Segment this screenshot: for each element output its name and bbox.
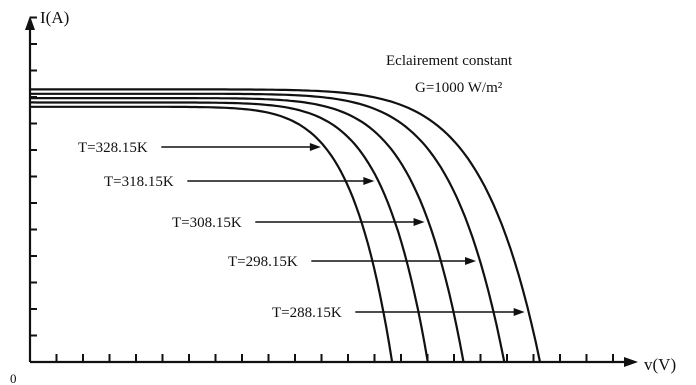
- series-label: T=288.15K: [272, 305, 342, 321]
- x-axis-arrow: [624, 357, 638, 367]
- annotation-line1: Eclairement constant: [386, 53, 513, 69]
- iv-curve: [30, 105, 394, 363]
- series-arrow-head: [413, 218, 425, 226]
- series-arrow-head: [465, 257, 477, 265]
- series-arrow-head: [513, 308, 525, 316]
- series-label: T=308.15K: [172, 215, 242, 231]
- series-label: T=318.15K: [104, 174, 174, 190]
- iv-curve: [30, 92, 506, 363]
- y-axis-arrow: [25, 16, 35, 30]
- axes: [25, 16, 638, 367]
- curves: [30, 88, 542, 363]
- y-axis-label: I(A): [40, 8, 69, 27]
- iv-curve: [30, 97, 465, 363]
- series-arrow-head: [309, 143, 321, 151]
- iv-curve: [30, 88, 542, 363]
- series-arrow-head: [363, 177, 375, 185]
- series-label: T=298.15K: [228, 254, 298, 270]
- series-label: T=328.15K: [78, 140, 148, 156]
- series-labels: T=328.15K T=318.15K T=308.15K T=298.15K T=28…: [78, 140, 342, 321]
- iv-curve: [30, 101, 429, 363]
- curve-arrows: [161, 143, 525, 316]
- x-axis-label: v(V): [644, 355, 676, 374]
- annotation-line2: G=1000 W/m²: [415, 80, 503, 96]
- origin-label: 0: [10, 371, 17, 385]
